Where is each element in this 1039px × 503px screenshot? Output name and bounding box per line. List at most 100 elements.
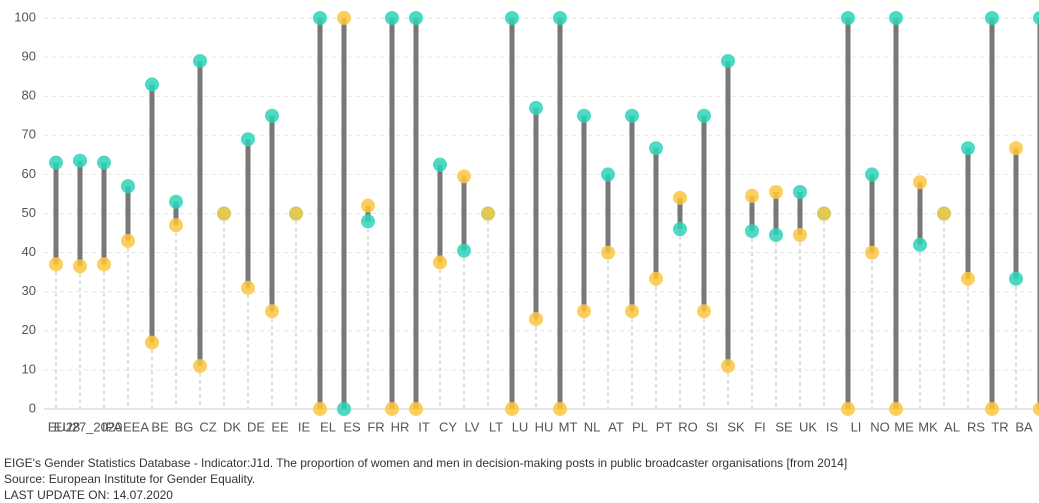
dot: [625, 108, 639, 123]
dot: [385, 402, 399, 416]
dot: [73, 259, 87, 274]
x-tick-label: LI: [851, 419, 862, 434]
dot: [625, 304, 639, 319]
x-tick-label: BG: [175, 419, 194, 434]
dot: [817, 206, 831, 221]
dot: [913, 237, 927, 252]
x-tick-label: ME: [894, 419, 914, 434]
dot: [193, 54, 207, 69]
dot: [1033, 402, 1039, 416]
dot: [97, 155, 111, 170]
dot: [97, 257, 111, 272]
dot: [361, 198, 375, 213]
dot: [889, 11, 903, 25]
dot: [145, 77, 159, 92]
y-tick-label: 70: [22, 127, 36, 142]
x-tick-label: LU: [512, 419, 529, 434]
y-tick-label: 10: [22, 361, 36, 376]
dot: [697, 304, 711, 319]
dot: [889, 402, 903, 416]
x-tick-label: EL: [320, 419, 336, 434]
dot: [601, 167, 615, 182]
source: Source: European Institute for Gender Eq…: [4, 472, 256, 486]
dot: [361, 214, 375, 229]
dot: [937, 206, 951, 221]
footnote: EIGE's Gender Statistics Database - Indi…: [4, 456, 848, 470]
dot: [289, 206, 303, 221]
x-tick-label: EU28: [48, 419, 81, 434]
dot: [49, 257, 63, 272]
dot: [673, 190, 687, 205]
dot: [673, 222, 687, 237]
x-tick-label: IT: [418, 419, 430, 434]
y-tick-label: 90: [22, 49, 36, 64]
y-tick-label: 0: [29, 400, 36, 415]
dot: [505, 402, 519, 416]
dot: [241, 280, 255, 295]
dot: [961, 271, 975, 286]
y-tick-label: 100: [14, 9, 36, 24]
dot: [841, 402, 855, 416]
x-tick-label: IE: [298, 419, 311, 434]
x-tick-label: FI: [754, 419, 766, 434]
x-tick-label: EEA: [123, 419, 149, 434]
dot: [121, 233, 135, 248]
y-tick-label: 60: [22, 166, 36, 181]
x-tick-label: UK: [799, 419, 817, 434]
dot: [793, 228, 807, 243]
dot: [337, 11, 351, 25]
dot: [577, 108, 591, 123]
dot: [649, 141, 663, 156]
x-tick-label: SE: [775, 419, 793, 434]
x-tick-label: ES: [343, 419, 361, 434]
x-tick-label: BA: [1015, 419, 1033, 434]
x-tick-label: AT: [608, 419, 624, 434]
y-tick-label: 30: [22, 283, 36, 298]
dot: [313, 11, 327, 25]
dot: [217, 206, 231, 221]
x-tick-label: IS: [826, 419, 839, 434]
dot: [793, 184, 807, 199]
x-tick-label: PT: [656, 419, 673, 434]
dot: [721, 358, 735, 373]
dot: [505, 11, 519, 25]
dot: [529, 312, 543, 327]
dot: [529, 100, 543, 115]
x-tick-label: NL: [584, 419, 601, 434]
x-tick-label: AL: [944, 419, 960, 434]
last-update: LAST UPDATE ON: 14.07.2020: [4, 488, 173, 502]
x-tick-label: IPA: [102, 419, 122, 434]
dot: [337, 402, 351, 416]
dot: [913, 175, 927, 190]
dot: [241, 132, 255, 147]
x-tick-label: EE: [271, 419, 289, 434]
x-tick-label: LV: [465, 419, 480, 434]
dot: [769, 228, 783, 243]
dot: [73, 153, 87, 168]
dot: [145, 335, 159, 350]
y-tick-label: 80: [22, 88, 36, 103]
dot: [169, 194, 183, 209]
x-tick-label: FR: [367, 419, 384, 434]
x-tick-label: NO: [870, 419, 890, 434]
dot: [49, 155, 63, 170]
dot: [1009, 271, 1023, 286]
dot: [193, 358, 207, 373]
dot: [457, 169, 471, 184]
dot: [1009, 141, 1023, 156]
x-tick-label: TR: [991, 419, 1008, 434]
x-tick-label: CY: [439, 419, 457, 434]
dot: [577, 304, 591, 319]
dot: [457, 243, 471, 258]
dot: [481, 206, 495, 221]
dot: [265, 304, 279, 319]
dot: [169, 218, 183, 233]
dot: [961, 141, 975, 156]
dot: [841, 11, 855, 25]
dot: [409, 11, 423, 25]
x-tick-label: EU27_2020: [54, 419, 123, 434]
dot: [649, 271, 663, 286]
x-tick-label: DK: [223, 419, 241, 434]
